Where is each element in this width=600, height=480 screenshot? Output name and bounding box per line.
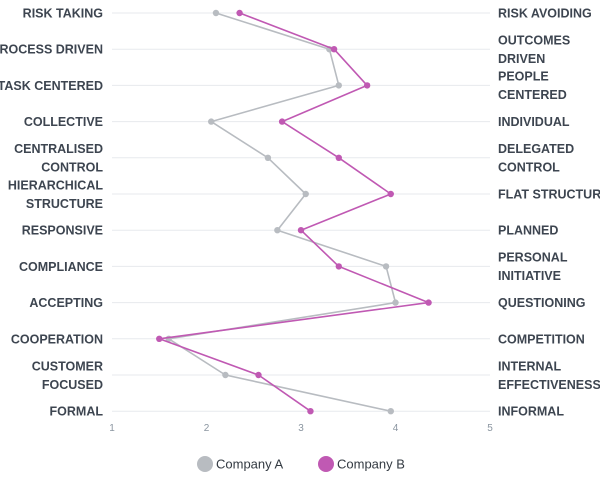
data-point-series-1-row-10 (255, 371, 262, 379)
trait-label-line: COOPERATION (11, 332, 103, 346)
trait-label-line: PERSONAL (498, 251, 568, 265)
left-trait-label-2: TASK CENTERED (0, 79, 103, 93)
trait-label-line: PLANNED (498, 224, 558, 238)
trait-label-line: INFORMAL (498, 405, 564, 419)
left-trait-label-3: COLLECTIVE (24, 115, 103, 129)
data-point-series-0-row-5 (302, 190, 309, 198)
right-trait-label-2: PEOPLE CENTERED (498, 70, 567, 103)
right-trait-label-5: FLAT STRUCTURE (498, 188, 600, 202)
trait-label-line: COMPETITION (498, 332, 585, 346)
trait-label-line: QUESTIONING (498, 296, 586, 310)
right-trait-label-0: RISK AVOIDING (498, 7, 592, 21)
trait-label-line: EFFECTIVENESS (498, 378, 600, 392)
right-trait-label-9: COMPETITION (498, 332, 585, 346)
data-point-series-0-row-11 (387, 408, 394, 415)
x-tick-label-4: 4 (393, 423, 399, 434)
data-point-series-1-row-0 (236, 9, 243, 17)
data-point-series-1-row-3 (278, 118, 286, 125)
trait-label-line: ACCEPTING (29, 296, 103, 310)
trait-label-line: HIERARCHICAL (8, 178, 104, 192)
legend-marker-1 (318, 456, 334, 472)
x-tick-label-5: 5 (487, 423, 493, 434)
right-trait-label-10: INTERNAL EFFECTIVENESS (498, 359, 600, 392)
left-trait-label-6: RESPONSIVE (22, 224, 103, 238)
trait-label-line: COMPLIANCE (19, 260, 103, 274)
left-trait-label-1: PROCESS DRIVEN (0, 43, 103, 57)
data-point-series-1-row-7 (335, 263, 342, 270)
x-tick-label-1: 1 (109, 423, 115, 434)
trait-label-line: FORMAL (50, 405, 104, 419)
data-point-series-1-row-11 (307, 408, 314, 415)
trait-label-line: CONTROL (498, 161, 560, 175)
trait-label-line: INITIATIVE (498, 269, 561, 283)
trait-label-line: FLAT STRUCTURE (498, 188, 600, 202)
right-trait-label-8: QUESTIONING (498, 296, 586, 310)
trait-label-line: OUTCOMES (498, 33, 570, 47)
trait-label-line: CONTROL (41, 161, 103, 175)
trait-label-line: INDIVIDUAL (498, 115, 570, 129)
left-trait-label-7: COMPLIANCE (19, 260, 103, 274)
trait-label-line: RESPONSIVE (22, 224, 103, 238)
right-trait-label-3: INDIVIDUAL (498, 115, 570, 129)
grid-lines (112, 12, 490, 412)
left-trait-label-4: CENTRALISED CONTROL (14, 142, 103, 175)
trait-label-line: RISK AVOIDING (498, 7, 592, 21)
left-trait-label-0: RISK TAKING (23, 7, 103, 21)
right-trait-label-7: PERSONAL INITIATIVE (498, 251, 568, 284)
data-point-series-0-row-2 (335, 82, 342, 89)
trait-label-line: TASK CENTERED (0, 79, 103, 93)
trait-label-line: PEOPLE (498, 70, 549, 84)
data-point-series-0-row-0 (212, 9, 220, 17)
series-line-1 (158, 12, 430, 412)
left-trait-label-10: CUSTOMER FOCUSED (32, 359, 103, 392)
legend-label-0: Company A (216, 457, 284, 472)
left-trait-label-11: FORMAL (50, 405, 104, 419)
data-point-series-0-row-7 (382, 263, 390, 270)
trait-label-line: INTERNAL (498, 359, 562, 373)
trait-label-line: DRIVEN (498, 52, 545, 66)
data-point-series-1-row-8 (425, 299, 432, 306)
data-point-series-0-row-4 (264, 154, 272, 161)
data-point-series-1-row-4 (335, 154, 342, 161)
series-line-0 (167, 12, 397, 412)
right-trait-label-1: OUTCOMES DRIVEN (498, 33, 570, 65)
legend-marker-0 (197, 456, 213, 472)
trait-label-line: PROCESS DRIVEN (0, 43, 103, 57)
trait-label-line: RISK TAKING (23, 7, 103, 21)
legend: Company A Company B (197, 456, 405, 472)
right-trait-label-11: INFORMAL (498, 405, 564, 419)
trait-label-line: CUSTOMER (32, 359, 103, 373)
trait-label-line: FOCUSED (42, 378, 103, 392)
trait-label-line: COLLECTIVE (24, 115, 103, 129)
data-point-series-1-row-5 (387, 190, 394, 198)
left-trait-label-9: COOPERATION (11, 332, 103, 346)
legend-label-1: Company B (337, 457, 405, 472)
trait-label-line: DELEGATED (498, 142, 574, 156)
data-point-series-1-row-9 (156, 335, 163, 342)
data-point-series-1-row-2 (363, 82, 371, 89)
trait-label-line: CENTRALISED (14, 142, 103, 156)
data-point-series-0-row-8 (392, 299, 399, 306)
data-point-series-1-row-6 (297, 227, 305, 234)
data-point-series-0-row-3 (208, 118, 215, 125)
left-trait-label-5: HIERARCHICAL STRUCTURE (8, 178, 104, 211)
data-point-series-0-row-10 (222, 371, 229, 379)
left-trait-label-8: ACCEPTING (29, 296, 103, 310)
trait-label-line: STRUCTURE (26, 197, 103, 211)
x-tick-label-2: 2 (204, 423, 210, 434)
data-point-series-1-row-1 (330, 46, 338, 53)
right-trait-label-6: PLANNED (498, 224, 558, 238)
right-trait-label-4: DELEGATED CONTROL (498, 142, 574, 175)
data-point-series-0-row-6 (274, 227, 281, 234)
x-tick-label-3: 3 (298, 423, 304, 434)
trait-label-line: CENTERED (498, 88, 567, 102)
